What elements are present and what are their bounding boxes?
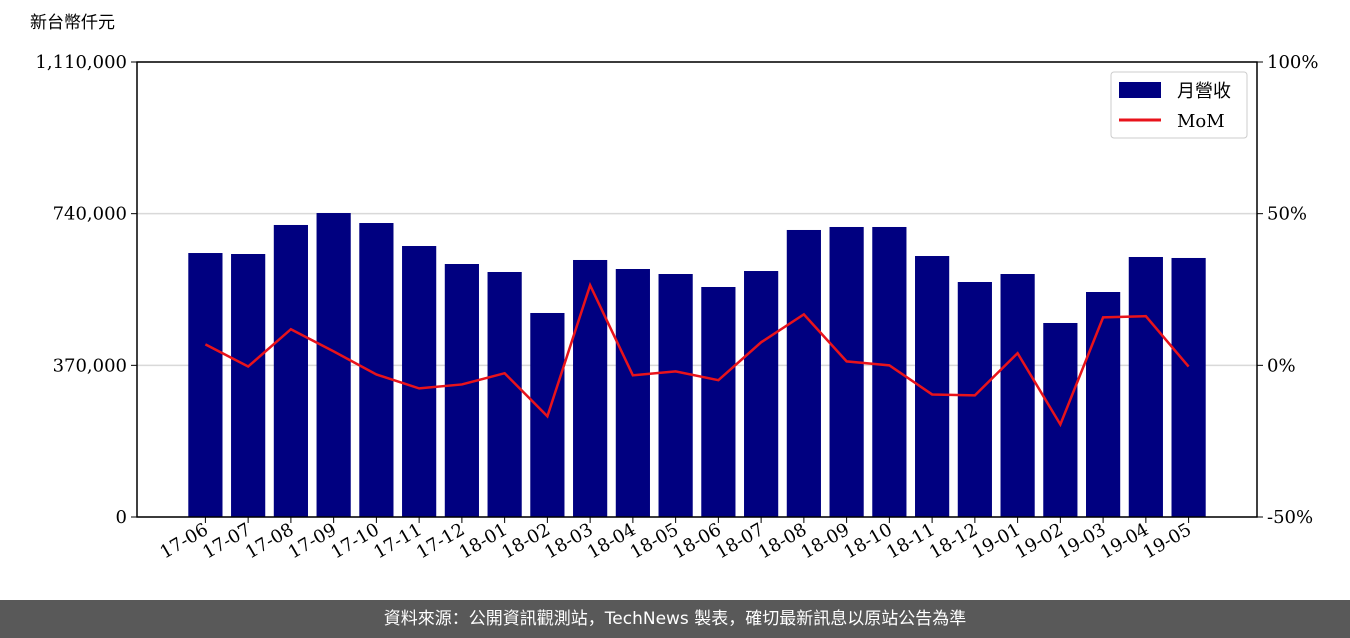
x-tick-label: 17-07 [199, 519, 254, 563]
x-tick-label: 18-05 [627, 519, 682, 563]
x-tick-label: 18-06 [669, 519, 724, 563]
x-tick-label: 17-06 [156, 519, 211, 563]
x-tick-label: 18-07 [712, 519, 767, 563]
bar [402, 246, 437, 518]
legend-label: MoM [1177, 111, 1225, 132]
x-tick-label: 18-09 [798, 519, 853, 563]
x-tick-label: 17-09 [285, 519, 340, 563]
x-tick-label: 19-03 [1054, 519, 1109, 563]
bar [359, 223, 394, 517]
bar [658, 274, 693, 517]
y2-tick-label: 100% [1267, 52, 1318, 73]
bar [957, 281, 992, 517]
footer: 資料來源：公開資訊觀測站，TechNews 製表，確切最新訊息以原站公告為準 [0, 600, 1350, 638]
x-tick-label: 17-12 [413, 519, 468, 563]
bar [1000, 274, 1035, 517]
y-tick-label: 0 [116, 507, 127, 528]
mom-line [204, 281, 1190, 428]
x-tick-label: 19-04 [1097, 519, 1152, 563]
bar [786, 229, 821, 517]
bar [231, 254, 266, 517]
bar [701, 286, 736, 517]
x-tick-label: 18-08 [755, 519, 810, 563]
x-tick-label: 17-10 [327, 519, 382, 563]
x-tick-label: 18-03 [541, 519, 596, 563]
x-tick-label: 18-02 [498, 519, 553, 563]
bar [1086, 292, 1121, 517]
bar [1171, 257, 1206, 517]
y-axis-label: 新台幣仟元 [30, 13, 115, 33]
y-tick-label: 1,110,000 [35, 52, 127, 73]
bar [273, 224, 308, 518]
bar [573, 259, 608, 517]
x-tick-label: 18-01 [456, 519, 511, 563]
legend-label: 月營收 [1177, 81, 1231, 102]
x-tick-label: 18-04 [584, 519, 639, 563]
y-tick-label: 740,000 [53, 204, 127, 225]
y-tick-label: 370,000 [53, 355, 127, 376]
y2-tick-label: -50% [1267, 507, 1313, 528]
bar [487, 271, 522, 517]
chart: 新台幣仟元 0 370,000 740,000 1,110,000 -50% 0% 50% 1… [30, 13, 1318, 563]
y2-tick-label: 0% [1267, 355, 1296, 376]
bar [444, 264, 479, 517]
bar [829, 226, 864, 517]
x-tick-label: 18-10 [840, 519, 895, 563]
x-tick-label: 19-02 [1011, 519, 1066, 563]
x-tick-label: 19-01 [969, 519, 1024, 563]
bar [744, 271, 779, 517]
x-tick-label: 18-12 [926, 519, 981, 563]
legend-swatch [1119, 82, 1161, 98]
x-tick-label: 18-11 [883, 519, 938, 563]
x-tick-label: 17-11 [370, 519, 425, 563]
plot-frame [136, 61, 1258, 518]
bar [188, 253, 223, 518]
bar [615, 269, 650, 517]
bar [1043, 322, 1078, 517]
y2-tick-label: 50% [1267, 204, 1307, 225]
x-tick-label: 19-05 [1140, 519, 1195, 563]
bar [1128, 256, 1163, 517]
x-tick-label: 17-08 [242, 519, 297, 563]
bar [316, 213, 351, 517]
